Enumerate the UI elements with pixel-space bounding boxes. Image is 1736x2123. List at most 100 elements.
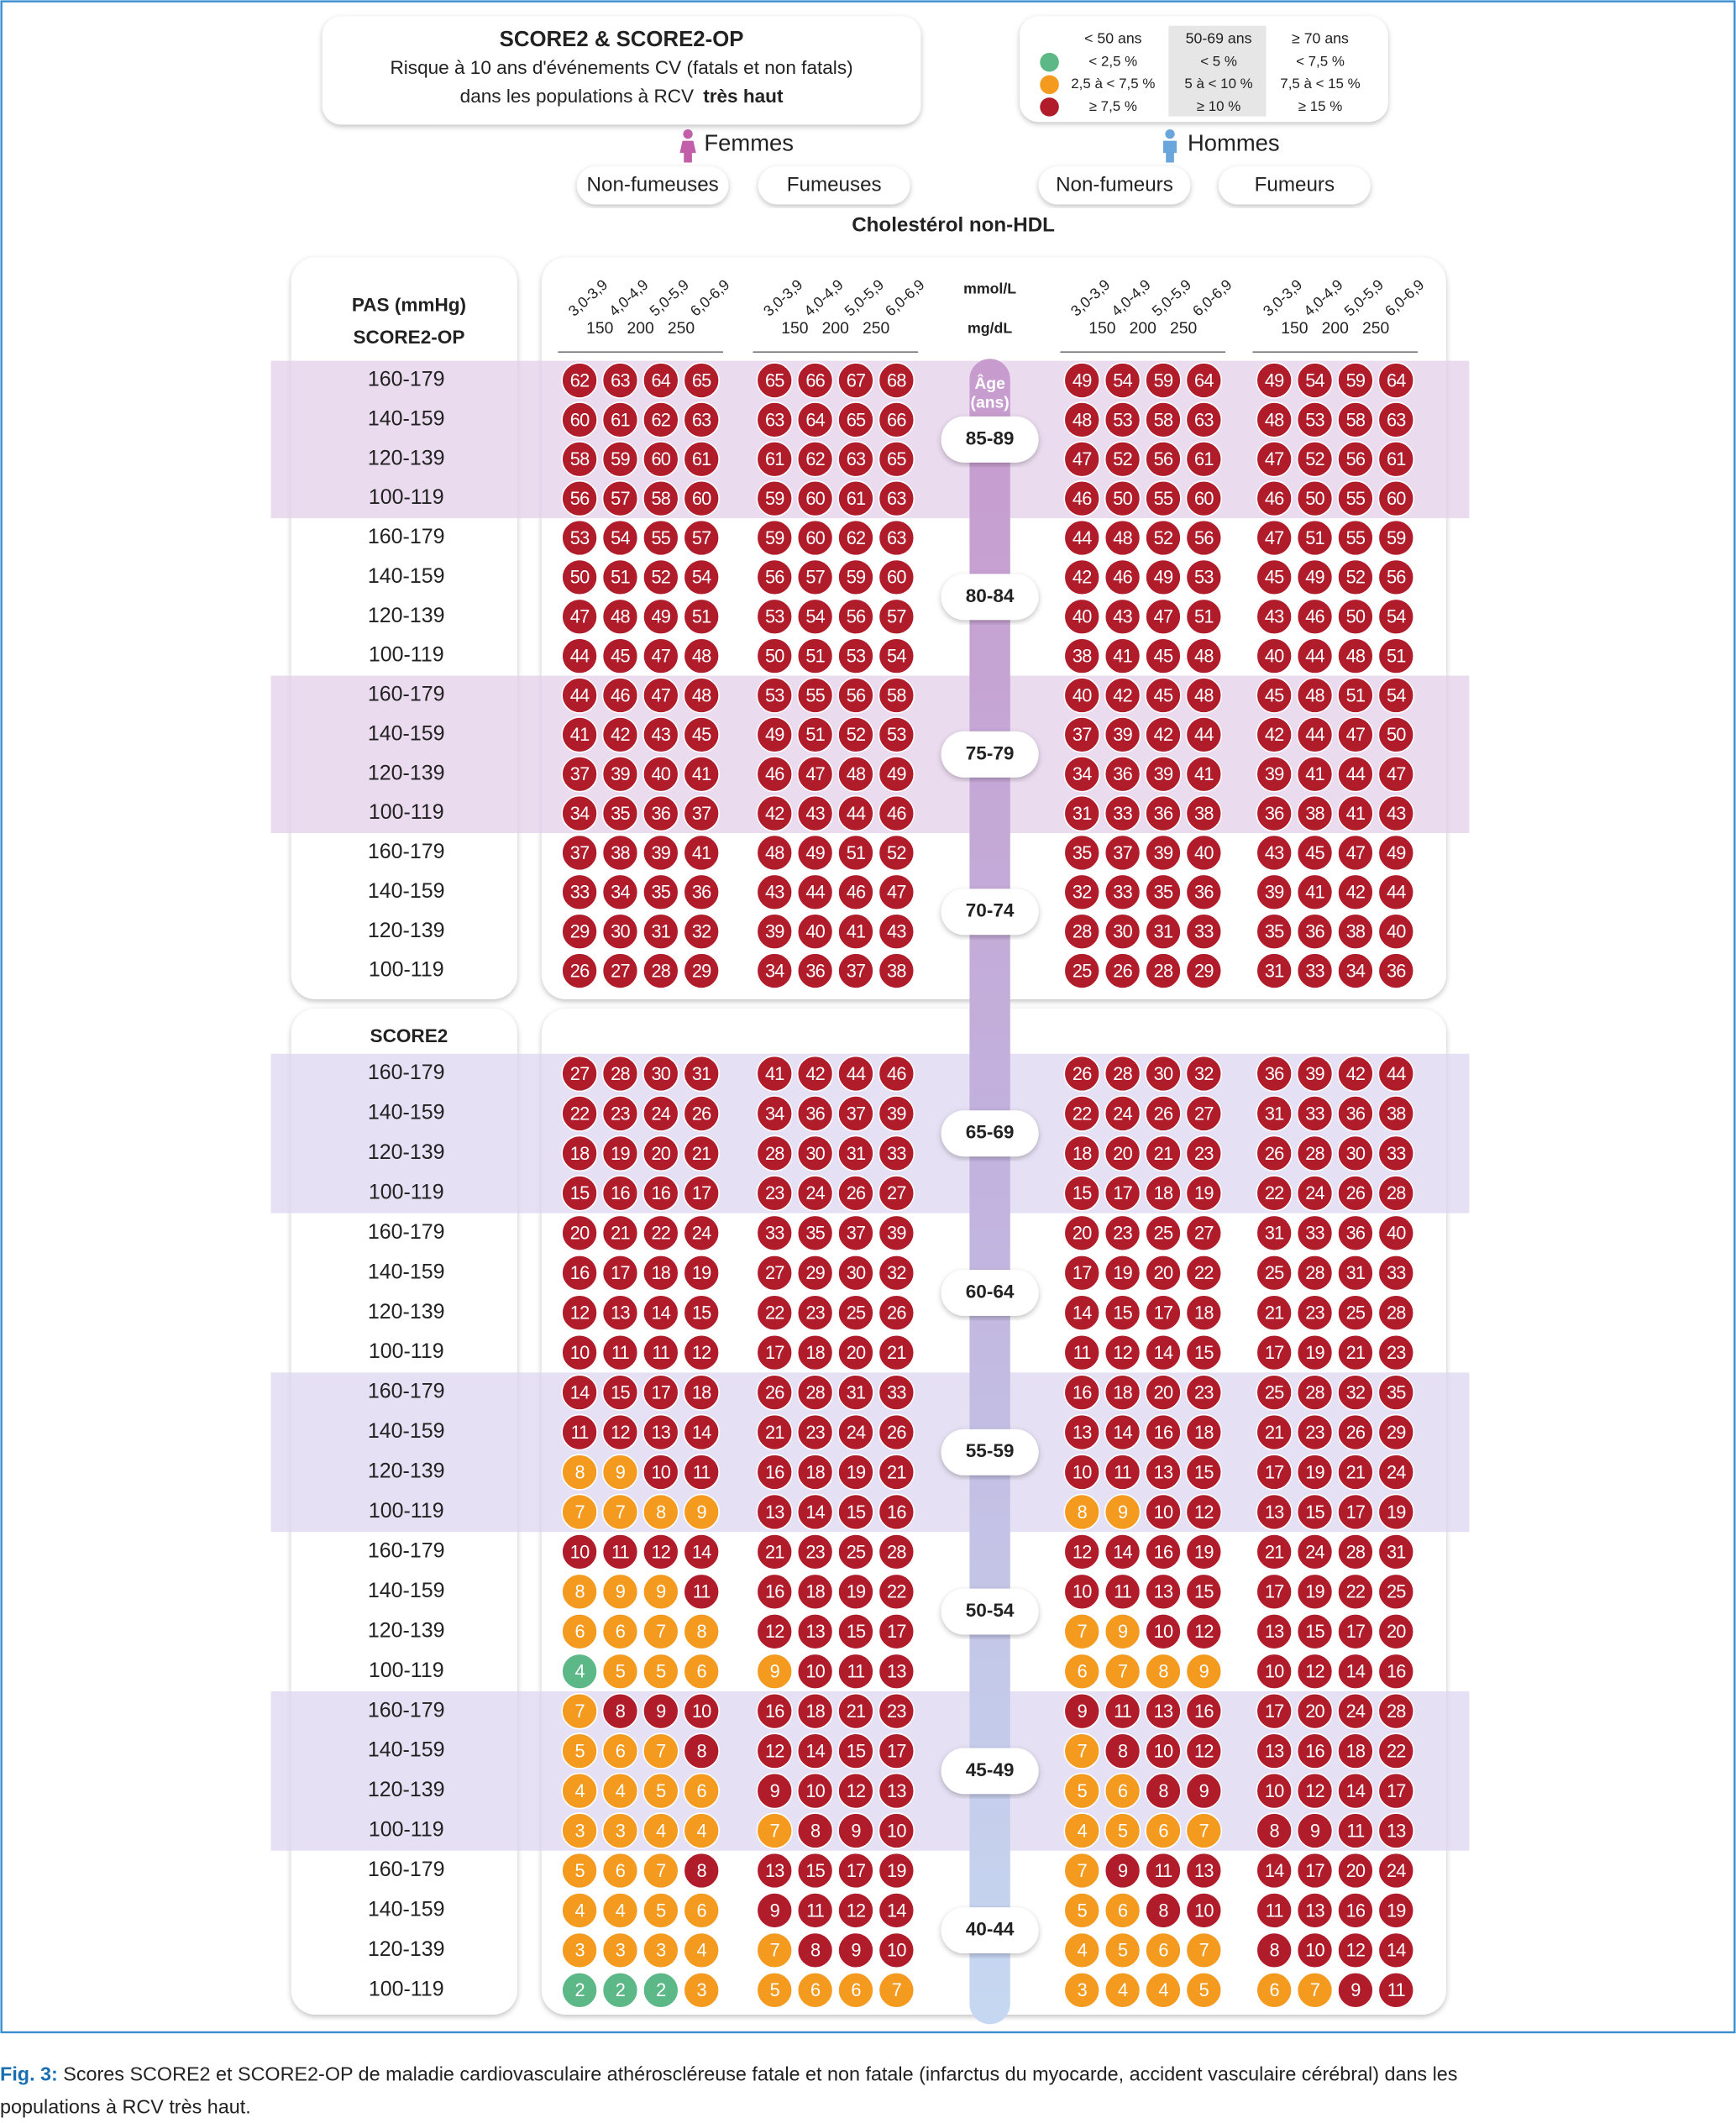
risk-dot <box>837 1413 874 1451</box>
risk-value: 18 <box>1194 1303 1214 1324</box>
risk-value: 13 <box>1154 1701 1173 1722</box>
risk-value: 11 <box>571 1422 590 1443</box>
risk-dot <box>642 401 679 438</box>
risk-dot <box>642 1812 679 1849</box>
risk-value: 57 <box>887 606 906 627</box>
risk-dot <box>796 716 834 753</box>
risk-dot <box>796 1374 834 1411</box>
risk-dot <box>1337 1932 1374 1969</box>
risk-value: 10 <box>1073 1581 1092 1602</box>
risk-dot <box>1256 1732 1293 1769</box>
risk-value: 5 <box>1118 1940 1128 1961</box>
risk-dot <box>1377 716 1415 753</box>
risk-dot <box>1063 480 1100 517</box>
risk-dot <box>1145 794 1182 832</box>
risk-value: 25 <box>1154 1223 1173 1244</box>
risk-value: 35 <box>1265 921 1284 942</box>
risk-value: 66 <box>805 370 825 391</box>
risk-value: 52 <box>1305 448 1324 469</box>
risk-value: 22 <box>1346 1581 1366 1602</box>
risk-value: 10 <box>1305 1940 1324 1961</box>
risk-dot <box>1063 1214 1100 1252</box>
risk-value: 8 <box>810 1820 821 1841</box>
sbp-label: 140-159 <box>368 1579 445 1602</box>
risk-value: 10 <box>1154 1740 1173 1761</box>
risk-value: 29 <box>570 921 590 942</box>
risk-dot <box>1296 480 1334 517</box>
risk-value: 14 <box>570 1381 590 1402</box>
risk-value: 8 <box>1158 1661 1168 1682</box>
risk-value: 17 <box>1387 1780 1406 1801</box>
risk-value: 42 <box>611 724 630 745</box>
risk-dot <box>1337 913 1374 950</box>
sbp-label: 160-179 <box>368 525 445 548</box>
risk-value: 12 <box>652 1541 671 1562</box>
risk-value: 55 <box>1154 488 1173 509</box>
risk-value: 7 <box>1078 1621 1087 1642</box>
legend-entry: < 7,5 % <box>1296 54 1345 70</box>
risk-dot <box>1104 794 1141 832</box>
risk-dot <box>1256 1055 1293 1093</box>
risk-dot <box>642 598 679 636</box>
risk-dot <box>837 1214 874 1252</box>
risk-value: 13 <box>1194 1860 1214 1881</box>
risk-dot <box>1256 1254 1293 1292</box>
risk-dot <box>1063 1055 1100 1093</box>
risk-value: 26 <box>1346 1182 1366 1203</box>
risk-dot <box>1104 480 1141 517</box>
risk-value: 13 <box>1154 1581 1173 1602</box>
risk-value: 30 <box>1154 1063 1173 1084</box>
legend-entry: < 5 % <box>1200 54 1237 70</box>
risk-dot <box>683 1254 720 1292</box>
risk-dot <box>1337 1692 1374 1730</box>
risk-dot <box>1104 519 1141 557</box>
risk-value: 18 <box>805 1701 825 1722</box>
risk-dot <box>642 1374 679 1411</box>
risk-dot <box>1377 1932 1415 1969</box>
risk-dot <box>1185 1573 1223 1611</box>
risk-value: 37 <box>570 763 590 784</box>
risk-dot <box>1377 1294 1415 1331</box>
risk-value: 21 <box>1265 1303 1284 1324</box>
risk-dot <box>796 1095 834 1132</box>
risk-value: 48 <box>692 645 711 666</box>
risk-dot <box>561 1732 598 1769</box>
risk-dot <box>1296 1692 1334 1730</box>
risk-value: 61 <box>765 448 784 469</box>
sbp-label: 100-119 <box>369 1499 444 1523</box>
risk-value: 34 <box>611 882 630 903</box>
risk-dot <box>1145 598 1182 636</box>
risk-value: 15 <box>611 1381 630 1402</box>
risk-dot <box>683 480 720 517</box>
risk-dot <box>1377 1334 1415 1371</box>
risk-dot <box>561 1493 598 1531</box>
risk-value: 21 <box>692 1143 711 1164</box>
risk-value: 33 <box>1194 921 1214 942</box>
risk-dot <box>1145 1932 1182 1969</box>
risk-dot <box>642 558 679 596</box>
risk-dot <box>796 1732 834 1769</box>
risk-dot <box>878 1852 915 1890</box>
risk-value: 44 <box>1194 724 1214 745</box>
risk-value: 39 <box>1265 882 1284 903</box>
age-label: 45-49 <box>966 1759 1015 1780</box>
risk-dot <box>796 480 834 517</box>
risk-value: 54 <box>692 567 711 588</box>
risk-dot <box>1063 519 1100 557</box>
risk-dot <box>561 913 598 950</box>
risk-dot <box>1063 401 1100 438</box>
risk-value: 63 <box>611 370 630 391</box>
risk-dot <box>683 1972 720 2009</box>
risk-value: 61 <box>692 448 711 469</box>
risk-value: 45 <box>692 724 711 745</box>
risk-value: 55 <box>1346 527 1366 548</box>
risk-value: 5 <box>1118 1820 1128 1841</box>
risk-value: 30 <box>847 1262 866 1283</box>
risk-value: 17 <box>1265 1701 1284 1722</box>
risk-value: 51 <box>1387 645 1406 666</box>
risk-dot <box>1104 1892 1141 1929</box>
risk-value: 44 <box>1346 763 1366 784</box>
risk-value: 18 <box>692 1381 711 1402</box>
sbp-label: 140-159 <box>368 1738 445 1762</box>
risk-value: 15 <box>847 1502 866 1523</box>
